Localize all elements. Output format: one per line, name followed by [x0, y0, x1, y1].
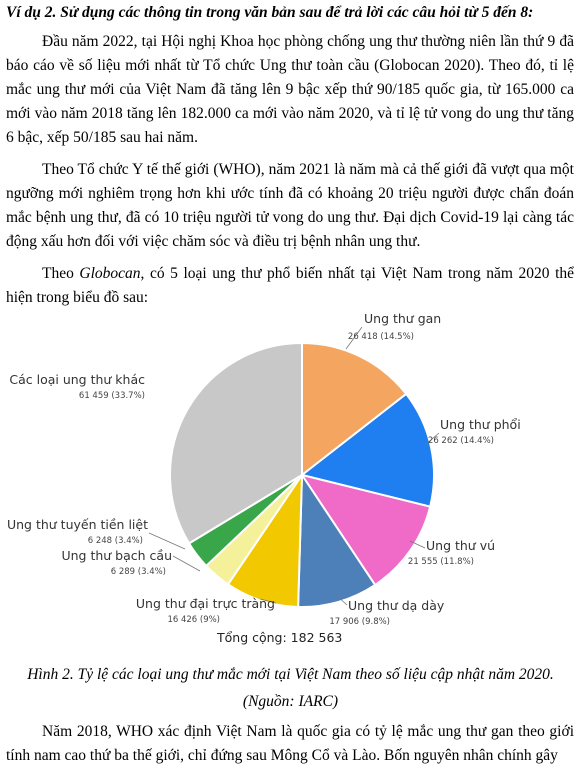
leader-line	[345, 326, 363, 350]
slice-name-label: Các loại ung thư khác	[9, 372, 145, 387]
leader-line	[334, 593, 348, 606]
leader-lines	[148, 326, 440, 606]
paragraph-liver-cancer: Năm 2018, WHO xác định Việt Nam là quốc …	[6, 720, 574, 768]
paragraph-text-start: Theo	[42, 265, 80, 282]
paragraph-chart-intro: Theo Globocan, có 5 loại ung thư phổ biế…	[6, 262, 574, 310]
pie-slices	[169, 341, 435, 608]
slice-name-label: Ung thư bạch cầu	[61, 548, 172, 563]
leader-line	[148, 532, 186, 550]
slice-value-label: 21 555 (11.8%)	[408, 557, 474, 567]
pie-slice	[297, 471, 377, 608]
pie-slice	[299, 473, 432, 587]
slice-name-label: Ung thư gan	[364, 311, 441, 326]
slice-value-label: 26 418 (14.5%)	[348, 332, 414, 342]
example-heading: Ví dụ 2. Sử dụng các thông tin trong văn…	[6, 4, 534, 21]
slice-name-label: Ung thư phổi	[440, 417, 521, 432]
paragraph-text-end: , có 5 loại ung thư phổ biến nhất tại Vi…	[6, 265, 574, 306]
chart-total-label: Tổng cộng: 182 563	[216, 630, 342, 645]
cancer-pie-chart: Ung thư gan 26 418 (14.5%) Ung thư phổi 26 …	[7, 311, 521, 645]
slice-name-label: Ung thư tuyến tiền liệt	[7, 517, 148, 532]
paragraph-who: Theo Tổ chức Y tế thế giới (WHO), năm 20…	[6, 158, 574, 254]
leader-line	[172, 555, 201, 572]
slice-name-label: Ung thư vú	[426, 538, 495, 553]
paragraph-text: Năm 2018, WHO xác định Việt Nam là quốc …	[6, 723, 574, 764]
leader-line	[424, 432, 440, 446]
slice-labels: Ung thư gan 26 418 (14.5%) Ung thư phổi 26 …	[7, 311, 521, 627]
globocan-italic: Globocan	[79, 265, 141, 282]
pie-slice	[299, 392, 435, 508]
slice-value-label: 6 289 (3.4%)	[111, 567, 166, 577]
slice-value-label: 16 426 (9%)	[167, 615, 220, 625]
paragraph-text: Đầu năm 2022, tại Hội nghị Khoa học phòn…	[6, 33, 574, 146]
paragraph-text: Theo Tổ chức Y tế thế giới (WHO), năm 20…	[6, 161, 574, 250]
figure-caption: Hình 2. Tỷ lệ các loại ung thư mắc mới t…	[27, 666, 554, 683]
slice-value-label: 61 459 (33.7%)	[79, 391, 145, 401]
leader-line	[259, 598, 277, 604]
leader-line	[409, 540, 426, 549]
paragraph-globocan-report: Đầu năm 2022, tại Hội nghị Khoa học phòn…	[6, 30, 574, 150]
slice-value-label: 26 262 (14.4%)	[428, 436, 494, 446]
slice-name-label: Ung thư dạ dày	[348, 598, 445, 613]
pie-slice	[301, 341, 408, 478]
slice-name-label: Ung thư đại trực tràng	[136, 596, 275, 611]
figure-source: (Nguồn: IARC)	[242, 693, 339, 710]
slice-value-label: 6 248 (3.4%)	[88, 536, 143, 546]
slice-value-label: 17 906 (9.8%)	[329, 617, 390, 627]
pie-slice	[169, 341, 303, 545]
